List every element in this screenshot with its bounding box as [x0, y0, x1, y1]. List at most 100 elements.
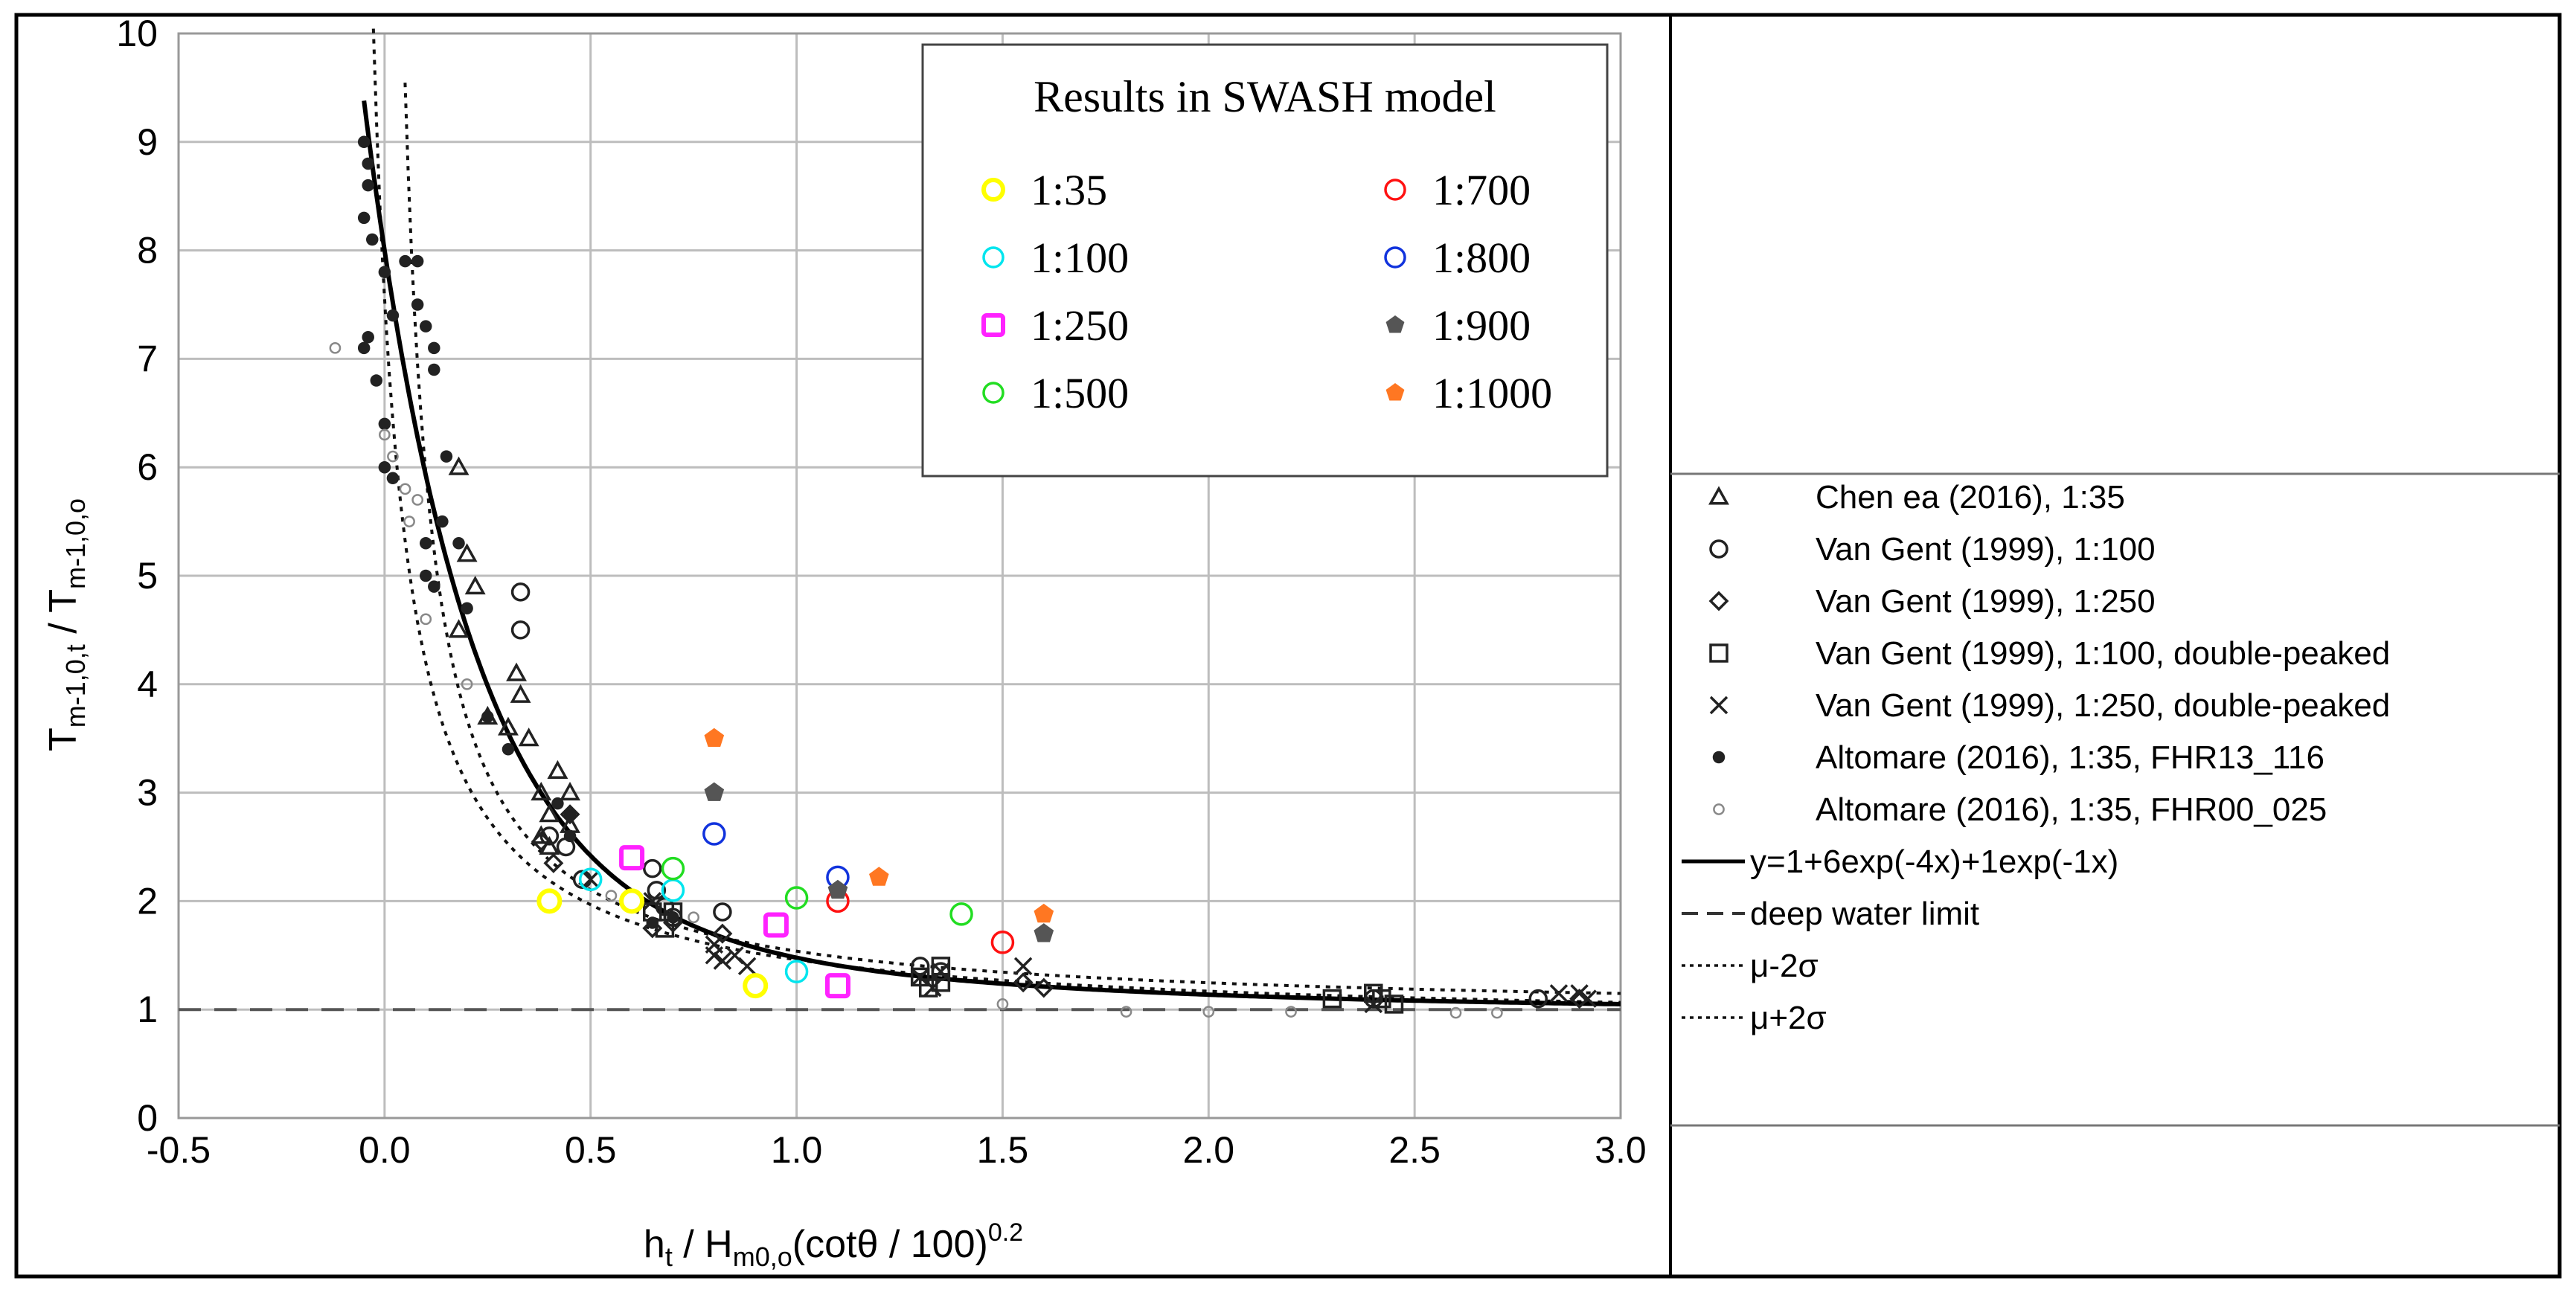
swash-legend-entries: 1:35 1:100 1:250 1:500 1:700 1:800 1:900 1:1000	[981, 166, 1552, 417]
altomare-fhr13-marker	[428, 341, 440, 355]
legend-marker-circle	[1709, 539, 1728, 559]
altomare-fhr13-marker	[362, 330, 374, 344]
altomare-fhr13-marker	[399, 254, 411, 268]
y-tick-label: 6	[137, 446, 158, 488]
swash-legend-label: 1:35	[1031, 166, 1107, 214]
altomare-fhr13-marker	[411, 298, 424, 311]
swash-point-1-900	[1034, 923, 1054, 942]
vangent-100-marker	[539, 826, 560, 846]
altomare-fhr00-marker	[461, 678, 473, 690]
legend-marker-cross	[1709, 696, 1728, 715]
x-tick-label: 0.5	[565, 1129, 617, 1171]
chen-marker	[518, 727, 539, 747]
swash-legend-marker	[981, 178, 1005, 202]
altomare-fhr00-marker	[1202, 1006, 1215, 1018]
vangent-250-dp-marker	[1364, 995, 1383, 1014]
altomare-fhr13-marker	[428, 580, 440, 593]
y-tick-label: 1	[137, 989, 158, 1030]
altomare-fhr13-marker	[357, 211, 371, 225]
legend-label: Van Gent (1999), 1:100, double-peaked	[1816, 635, 2390, 672]
swash-point-1-35	[743, 973, 769, 999]
swash-point-1-900	[827, 879, 848, 899]
altomare-fhr13-marker	[419, 320, 432, 333]
y-title-mid: / T	[42, 589, 85, 644]
swash-legend-label: 1:250	[1031, 301, 1129, 350]
x-title-mid: / H	[673, 1223, 733, 1266]
legend-label: Chen ea (2016), 1:35	[1816, 479, 2125, 515]
chen-marker	[456, 543, 478, 562]
x-tick-label: -0.5	[147, 1129, 211, 1171]
x-axis-title: ht / Hm0,o(cotθ / 100)0.2	[644, 1218, 1023, 1272]
chen-marker	[497, 716, 519, 736]
vangent-100-dp-marker	[919, 978, 938, 998]
swash-point-1-500	[784, 886, 809, 910]
x-tick-label: 2.5	[1388, 1129, 1441, 1171]
swash-legend-marker	[1384, 179, 1406, 201]
vangent-100-marker	[510, 620, 531, 640]
altomare-fhr13-marker	[378, 417, 391, 431]
x-tick-label: 1.5	[977, 1129, 1029, 1171]
vangent-250-dp-marker	[932, 962, 950, 981]
altomare-fhr13-marker	[386, 309, 400, 322]
altomare-fhr00-marker	[605, 890, 618, 902]
y-title-sub1: m-1,0,t	[60, 644, 91, 727]
swash-legend-label: 1:800	[1432, 234, 1531, 282]
y-tick-label: 8	[137, 230, 158, 272]
altomare-fhr00-marker	[996, 998, 1009, 1010]
altomare-fhr13-marker	[370, 374, 383, 387]
swash-legend-marker	[982, 246, 1005, 269]
chen-marker	[531, 781, 552, 801]
altomare-fhr00-marker	[688, 911, 699, 924]
vangent-100-marker	[713, 902, 732, 922]
swash-point-1-250	[763, 912, 789, 938]
altomare-fhr13-marker	[646, 916, 659, 929]
swash-legend-marker	[982, 382, 1005, 404]
chen-marker	[539, 803, 560, 823]
swash-point-1-100	[578, 867, 603, 891]
vangent-100-dp-marker	[931, 973, 951, 992]
y-axis-title: Tm-1,0,t / Tm-1,0,o	[42, 498, 91, 751]
vangent-100-marker	[910, 957, 930, 976]
altomare-fhr00-marker	[399, 483, 411, 495]
swash-point-1-700	[990, 931, 1015, 954]
altomare-fhr00-marker	[420, 613, 432, 626]
swash-legend: Results in SWASH model 1:35 1:100 1:250 1:5…	[921, 43, 1609, 478]
x-tick-label: 0.0	[359, 1129, 411, 1171]
y-tick-label: 2	[137, 880, 158, 922]
vangent-100-dp-marker	[1372, 989, 1391, 1009]
altomare-fhr13-marker	[378, 266, 391, 279]
altomare-fhr00-marker	[1120, 1006, 1132, 1018]
vangent-250-marker	[1034, 977, 1054, 998]
swash-point-1-1000	[1034, 903, 1054, 923]
altomare-fhr13-marker	[461, 602, 473, 614]
swash-point-1-900	[704, 782, 725, 801]
x-title-sub2: m0,o	[733, 1241, 792, 1272]
swash-point-1-250	[824, 973, 850, 999]
altomare-fhr13-marker	[411, 254, 424, 268]
altomare-fhr13-marker	[667, 911, 679, 924]
vangent-100-dp-marker	[1322, 989, 1342, 1009]
y-title-sub2: m-1,0,o	[60, 498, 91, 589]
altomare-fhr13-marker	[362, 179, 374, 192]
right-legend: Chen ea (2016), 1:35 Van Gent (1999), 1:1…	[1682, 479, 2390, 1036]
altomare-fhr13-marker	[563, 829, 577, 843]
altomare-fhr00-marker	[329, 341, 342, 354]
y-tick-label: 4	[137, 664, 158, 705]
vangent-250-dp-marker	[705, 946, 724, 965]
altomare-fhr13-marker	[357, 135, 371, 149]
swash-legend-marker	[1385, 383, 1405, 401]
swash-markers	[536, 727, 1054, 999]
altomare-fhr13-marker	[563, 808, 577, 821]
legend-marker-dot	[1712, 751, 1726, 764]
altomare-fhr13-marker	[440, 450, 453, 463]
legend-marker-small-circle	[1713, 803, 1725, 815]
swash-point-1-500	[949, 902, 973, 926]
altomare-fhr13-marker	[419, 537, 432, 550]
chen-marker	[510, 684, 531, 703]
swash-point-1-100	[784, 960, 809, 983]
observation-markers	[329, 135, 1597, 1019]
legend-marker-diamond	[1708, 591, 1729, 611]
swash-legend-marker	[1384, 246, 1406, 269]
swash-legend-label: 1:700	[1432, 166, 1531, 214]
swash-legend-label: 1:500	[1031, 369, 1129, 417]
